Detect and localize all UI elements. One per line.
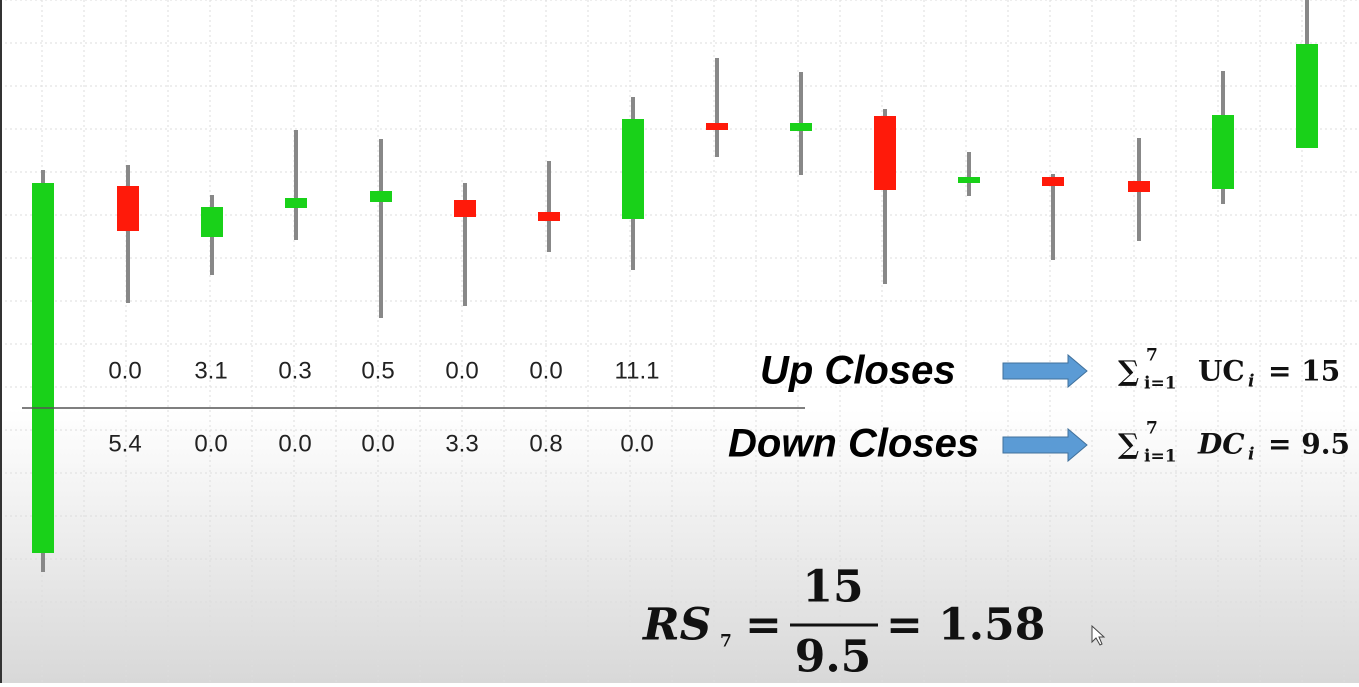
rs-sub: 7	[720, 632, 732, 652]
candle-body	[117, 186, 139, 231]
down-closes-label: Down Closes	[728, 422, 979, 466]
up-closes-value: 0.0	[108, 357, 141, 384]
candle-body	[790, 123, 812, 131]
lower: i=1	[1144, 447, 1177, 467]
term: DC	[1197, 428, 1245, 461]
rs-formula: RS 7 = 15 9.5 = 1.58	[641, 562, 1045, 683]
up-sum-formula: ∑ 7 i=1 UC i = 15	[1118, 346, 1340, 394]
down-closes-value: 0.0	[361, 430, 394, 457]
term: UC	[1198, 355, 1245, 388]
sub: i	[1248, 445, 1254, 465]
down-closes-value: 0.8	[529, 430, 562, 457]
numerator: 15	[802, 562, 863, 613]
up-closes-value: 0.3	[278, 357, 311, 384]
candle-body	[1296, 44, 1318, 148]
up-closes-value: 0.0	[529, 357, 562, 384]
candles	[32, 0, 1318, 572]
down-sum-formula: ∑ 7 i=1 DC i = 9.5	[1118, 419, 1350, 467]
candle-body	[454, 200, 476, 217]
candle-body	[622, 119, 644, 219]
arrow	[1002, 353, 1088, 389]
denominator: 9.5	[795, 632, 872, 683]
rs-result: = 1.58	[886, 600, 1045, 651]
candle-body	[285, 198, 307, 208]
up-closes-value: 3.1	[194, 357, 227, 384]
lower: i=1	[1144, 374, 1177, 394]
down-closes-value: 0.0	[620, 430, 653, 457]
candle-body	[1128, 181, 1150, 192]
sub: i	[1248, 372, 1254, 392]
candle-body	[32, 183, 54, 553]
cursor	[1091, 624, 1106, 646]
sigma: ∑	[1118, 428, 1139, 461]
sigma: ∑	[1118, 355, 1139, 388]
candle-body	[370, 191, 392, 202]
up-closes-value: 11.1	[615, 357, 660, 384]
up-closes-label: Up Closes	[760, 349, 956, 393]
upper: 7	[1146, 346, 1158, 366]
down-closes-value: 3.3	[445, 430, 478, 457]
rs-lhs: RS	[641, 600, 711, 651]
result: = 9.5	[1268, 428, 1350, 461]
upper: 7	[1146, 419, 1158, 439]
down-closes-value: 0.0	[278, 430, 311, 457]
result: = 15	[1268, 355, 1340, 388]
candle-body	[958, 177, 980, 183]
candle-body	[1212, 115, 1234, 189]
candle-body	[706, 123, 728, 130]
up-closes-value: 0.5	[361, 357, 394, 384]
candle-body	[538, 212, 560, 221]
candle-body	[1042, 177, 1064, 186]
down-closes-value: 5.4	[108, 430, 141, 457]
candle-body	[201, 207, 223, 237]
down-closes-value: 0.0	[194, 430, 227, 457]
candle-body	[874, 116, 896, 190]
arrow	[1002, 427, 1088, 463]
rs-eq: =	[745, 600, 782, 651]
up-closes-value: 0.0	[445, 357, 478, 384]
